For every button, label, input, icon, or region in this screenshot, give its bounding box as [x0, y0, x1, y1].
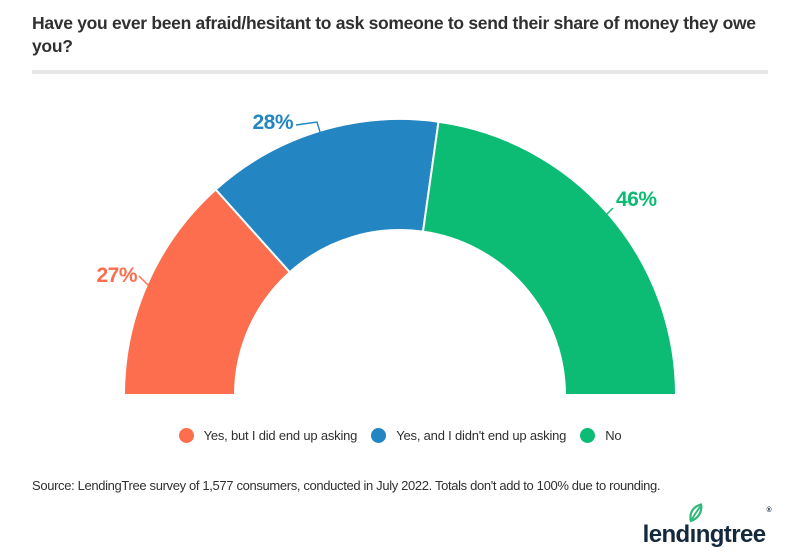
logo-text: lendıngtree [642, 521, 766, 548]
chart-segment [421, 120, 678, 396]
legend-label: Yes, and I didn't end up asking [396, 428, 567, 443]
legend-dot-orange-icon [178, 428, 194, 443]
half-donut-svg: 27% 28% 46% [96, 111, 678, 396]
leaf-icon [689, 503, 703, 523]
segment-value-label: 46% [616, 188, 657, 211]
legend-label: No [605, 428, 622, 443]
registered-mark: ® [766, 507, 771, 514]
legend-item-no: No [580, 428, 622, 443]
legend-item-yes-didnt-ask: Yes, and I didn't end up asking [371, 428, 566, 443]
lendingtree-wordmark: lendıngtree® [642, 503, 772, 548]
title-divider [32, 70, 768, 74]
legend-dot-blue-icon [371, 428, 387, 443]
page-title: Have you ever been afraid/hesitant to as… [32, 13, 756, 57]
lendingtree-logo: lendıngtree® [642, 503, 772, 548]
source-note: Source: LendingTree survey of 1,577 cons… [32, 478, 661, 493]
legend-item-yes-asked: Yes, but I did end up asking [178, 428, 358, 443]
segment-value-label: 28% [252, 111, 293, 134]
label-leader-line [295, 121, 321, 133]
legend-dot-green-icon [580, 428, 596, 443]
legend-label: Yes, but I did end up asking [203, 428, 358, 443]
label-leader-line [601, 207, 614, 220]
chart-legend: Yes, but I did end up asking Yes, and I … [0, 428, 800, 443]
half-donut-chart: 27% 28% 46% [0, 80, 800, 415]
segment-value-label: 27% [96, 264, 137, 287]
label-leader-line [138, 275, 150, 287]
